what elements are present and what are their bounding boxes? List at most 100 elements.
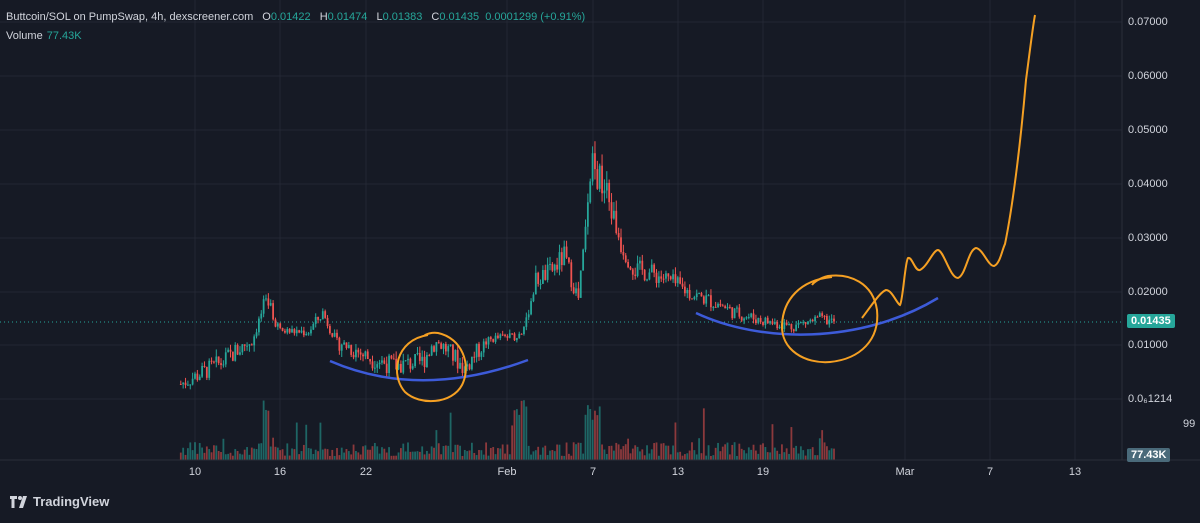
candle-body [667,273,670,277]
volume-bar [617,444,620,460]
volume-bar [830,448,833,460]
time-tick: 13 [671,466,685,478]
volume-bar [662,443,665,460]
volume-bar [336,448,338,460]
candle-body [698,293,700,295]
candle-body [414,354,416,367]
volume-bar [653,443,656,460]
volume-bar [302,444,305,460]
volume-bar [201,447,203,460]
candle-body [733,308,736,319]
candle-body [617,233,620,238]
price-tick: 0.04000 [1128,178,1168,190]
candle-body [317,316,319,320]
candle-body [534,272,537,295]
candle-body [407,358,409,361]
tradingview-brand-name: TradingView [33,494,110,509]
open-label: O [262,11,271,23]
volume-bar [400,448,402,460]
candle-body [643,269,646,281]
candle-body [790,324,793,330]
candle-body [435,342,438,352]
candle-body [241,344,244,353]
candle-body [426,355,428,368]
candle-body [695,293,698,298]
volume-bar [674,422,677,460]
candle-body [246,345,248,347]
volume-bar [480,450,483,460]
candle-body [818,313,821,317]
volume-bar [707,445,710,460]
volume-bar [639,451,641,460]
candle-body [333,332,336,337]
candle-body [203,365,206,367]
candle-body [686,289,689,294]
candle-body [366,351,369,360]
candle-body [262,299,265,314]
candle-body [539,283,542,285]
volume-bar [331,449,334,460]
candle-body [205,366,208,378]
volume-bar [693,450,696,460]
volume-bar [347,451,350,460]
volume-bar [589,409,592,460]
candle-body [705,295,708,304]
candle-body [433,346,435,352]
candle-body [669,276,672,280]
volume-bar [184,454,187,460]
candle-body [710,295,712,308]
candle-body [650,264,653,273]
price-tick: 0.06000 [1128,70,1168,82]
candle-body [551,263,554,271]
candle-body [589,181,592,203]
volume-bar [778,453,781,460]
volume-bar [594,410,596,460]
candle-body [208,360,211,378]
candle-body [345,342,348,348]
volume-bar [189,442,192,460]
candle-body [688,289,691,299]
candle-body [747,316,750,318]
candle-body [726,306,729,309]
orange-projection-path[interactable] [861,14,1036,319]
candle-body [234,344,237,361]
volume-bar [681,455,684,460]
blue-rounding-bottom-left[interactable] [329,358,529,382]
blue-rounding-bottom-right[interactable] [695,296,939,336]
volume-bar [525,406,528,460]
volume-bar [818,438,821,460]
tradingview-logo[interactable]: TradingView [10,494,109,509]
volume-bar [260,443,263,460]
candle-body [646,279,648,281]
candle-body [260,313,263,319]
volume-bar [807,449,809,460]
candle-body [743,318,745,321]
volume-bar [816,455,819,460]
volume-bar [568,453,570,460]
candle-body [553,264,556,271]
orange-circle-left[interactable] [396,331,467,403]
volume-bar [231,455,234,460]
volume-bar [373,442,376,460]
user-drawings[interactable] [329,14,1036,403]
volume-bar [828,450,831,460]
candle-body [608,182,611,203]
volume-bar [802,450,805,460]
volume-bar [558,444,561,460]
candle-body [475,343,478,358]
candle-body [196,373,199,380]
volume-bar [489,448,492,460]
candle-body [329,326,331,334]
volume-bar [655,442,658,460]
volume-bar [755,450,757,460]
orange-circle-right[interactable] [780,274,879,364]
volume-bar [236,451,239,460]
candle-body [799,322,802,324]
candle-body [307,333,310,335]
candle-body [383,360,386,364]
volume-bar [229,452,232,460]
candle-body [428,355,431,357]
volume-bar [669,454,672,460]
